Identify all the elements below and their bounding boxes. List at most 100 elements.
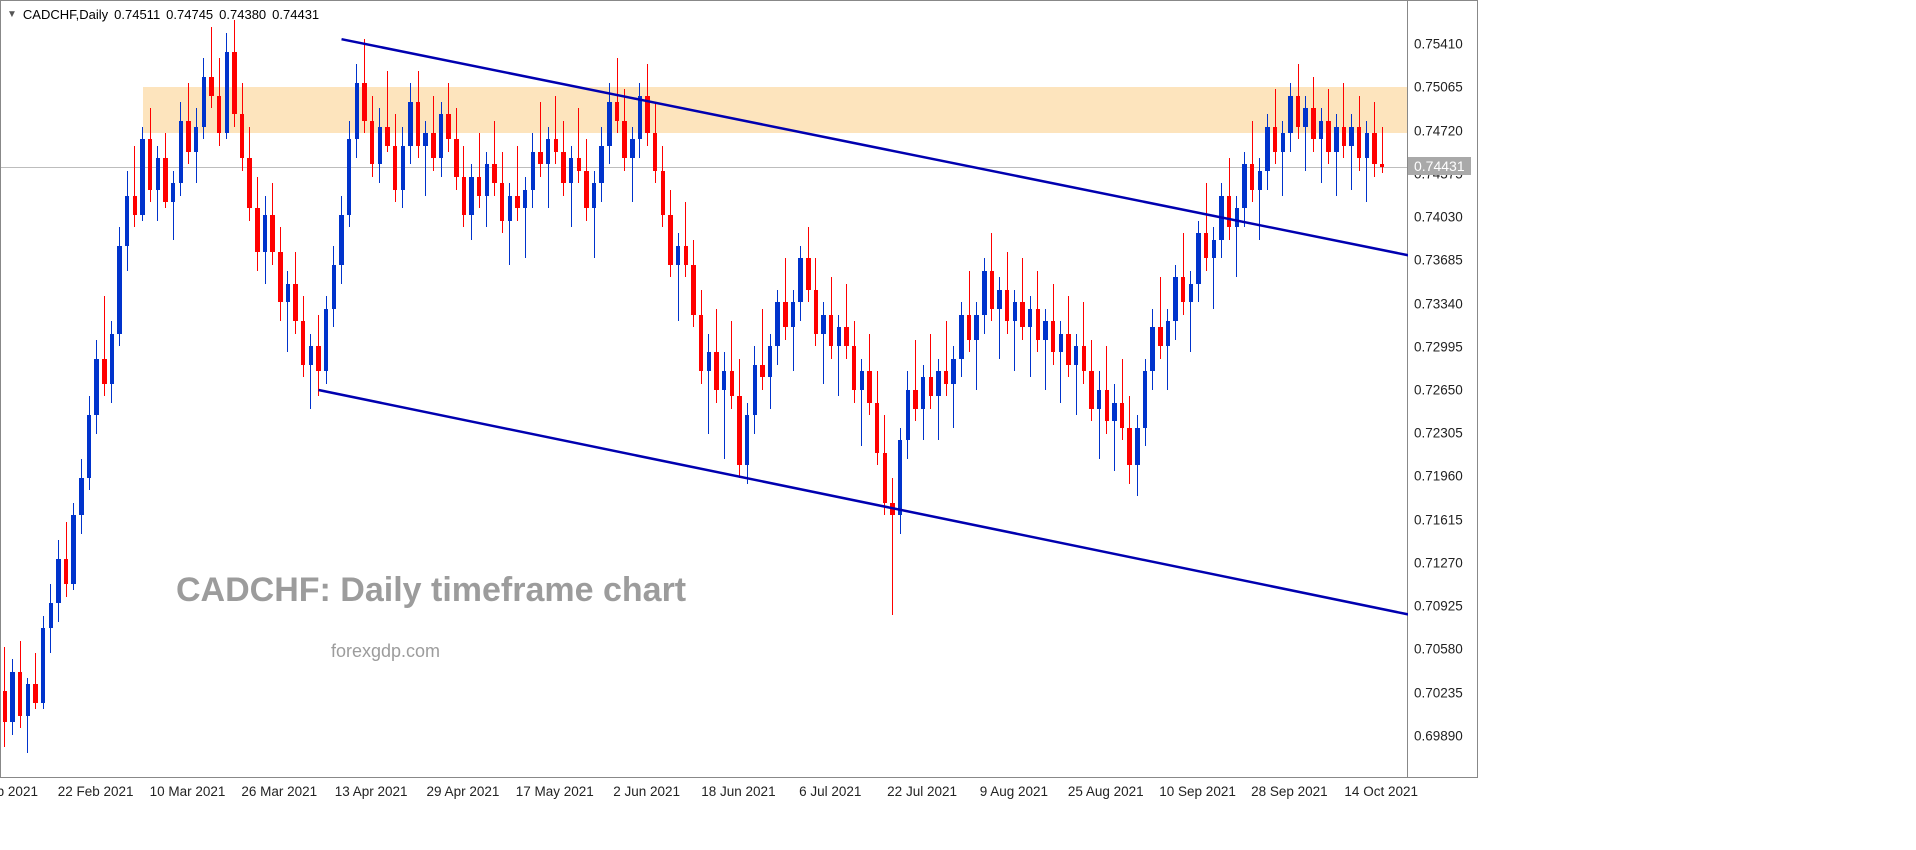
candle-body: [194, 127, 198, 152]
candle-body: [997, 290, 1001, 309]
candle-body: [630, 139, 634, 158]
candle-body: [1380, 164, 1384, 167]
y-tick-label: 0.74720: [1414, 123, 1463, 138]
candle-body: [722, 371, 726, 390]
y-tick-label: 0.73340: [1414, 296, 1463, 311]
candle-body: [423, 133, 427, 146]
candle-body: [775, 302, 779, 346]
candle-body: [1273, 127, 1277, 152]
candle-body: [745, 415, 749, 465]
candle-body: [531, 152, 535, 190]
resistance-zone: [143, 87, 1407, 133]
candle-body: [263, 215, 267, 253]
candle-body: [898, 440, 902, 515]
candle-body: [355, 83, 359, 139]
candle-body: [1250, 164, 1254, 189]
y-tick-label: 0.72995: [1414, 339, 1463, 354]
candle-body: [1036, 309, 1040, 340]
candle-body: [844, 327, 848, 346]
current-price-tag: 0.74431: [1408, 157, 1471, 175]
overlay-title: CADCHF: Daily timeframe chart: [176, 571, 686, 610]
y-tick-label: 0.72305: [1414, 426, 1463, 441]
candle-body: [247, 158, 251, 208]
candle-wick: [1321, 108, 1322, 183]
candle-body: [1235, 208, 1239, 227]
candle-body: [921, 377, 925, 408]
candle-body: [1357, 127, 1361, 158]
candle-body: [1311, 108, 1315, 139]
candle-body: [492, 164, 496, 183]
candle-body: [416, 102, 420, 146]
candle-body: [967, 315, 971, 340]
chart-plot-area[interactable]: ▼ CADCHF,Daily 0.74511 0.74745 0.74380 0…: [0, 0, 1408, 778]
candle-body: [1303, 108, 1307, 127]
candle-wick: [1305, 96, 1306, 171]
candle-body: [225, 52, 229, 133]
candle-body: [768, 346, 772, 377]
candle-wick: [555, 96, 556, 165]
candle-body: [133, 196, 137, 215]
candle-body: [1166, 321, 1170, 346]
candle-wick: [708, 334, 709, 434]
candle-body: [485, 164, 489, 195]
candle-body: [1281, 133, 1285, 152]
y-tick-label: 0.71615: [1414, 512, 1463, 527]
candle-wick: [578, 108, 579, 183]
candle-body: [186, 121, 190, 152]
candle-body: [347, 139, 351, 214]
candle-body: [1342, 127, 1346, 146]
candle-body: [653, 133, 657, 171]
candle-wick: [310, 334, 311, 409]
candle-body: [1365, 133, 1369, 158]
candle-body: [179, 121, 183, 184]
overlay-subtitle: forexgdp.com: [331, 641, 440, 662]
y-tick-label: 0.75065: [1414, 80, 1463, 95]
candle-body: [301, 321, 305, 365]
x-tick-label: 22 Feb 2021: [58, 784, 134, 799]
candle-body: [883, 453, 887, 503]
candle-body: [469, 177, 473, 215]
candle-body: [1265, 127, 1269, 171]
candle-body: [393, 146, 397, 190]
candle-body: [3, 691, 7, 722]
candle-body: [209, 77, 213, 96]
candle-body: [554, 139, 558, 152]
candle-body: [270, 215, 274, 253]
current-price-value: 0.74431: [1414, 158, 1465, 174]
x-tick-label: 17 May 2021: [516, 784, 594, 799]
candle-body: [546, 139, 550, 164]
candle-body: [515, 196, 519, 209]
plot-canvas[interactable]: [1, 1, 1407, 777]
candle-body: [1105, 390, 1109, 421]
candle-body: [951, 359, 955, 384]
candle-body: [821, 315, 825, 334]
candle-body: [64, 559, 68, 584]
candle-body: [1326, 121, 1330, 152]
candle-body: [852, 346, 856, 390]
candle-body: [829, 315, 833, 346]
candle-body: [431, 133, 435, 158]
candle-body: [936, 371, 940, 396]
x-tick-label: 2 Jun 2021: [613, 784, 680, 799]
candle-body: [1158, 327, 1162, 346]
y-tick-label: 0.75410: [1414, 37, 1463, 52]
candle-body: [1258, 171, 1262, 190]
y-tick-label: 0.70925: [1414, 599, 1463, 614]
candle-body: [944, 371, 948, 384]
candle-body: [439, 114, 443, 158]
candle-wick: [1083, 302, 1084, 383]
candle-wick: [892, 478, 893, 616]
candle-wick: [632, 127, 633, 202]
candle-body: [408, 102, 412, 146]
y-tick-label: 0.69890: [1414, 728, 1463, 743]
chart-container: ▼ CADCHF,Daily 0.74511 0.74745 0.74380 0…: [0, 0, 1916, 850]
candle-body: [806, 258, 810, 289]
candle-body: [378, 127, 382, 165]
candle-body: [255, 208, 259, 252]
candle-body: [316, 346, 320, 371]
candle-body: [454, 139, 458, 177]
candle-body: [959, 315, 963, 359]
candle-wick: [134, 146, 135, 227]
candle-wick: [1252, 121, 1253, 202]
candle-body: [339, 215, 343, 265]
